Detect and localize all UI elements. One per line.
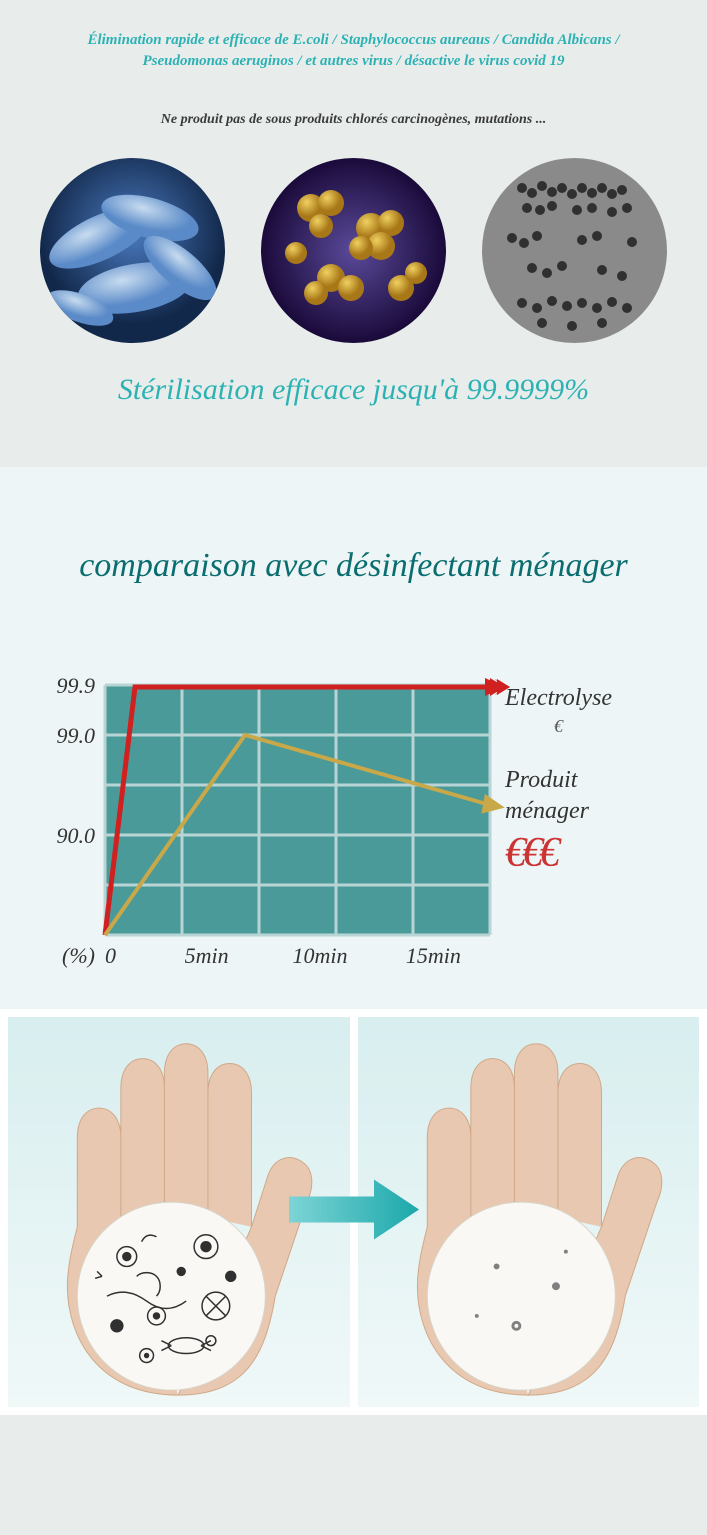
xlabel-5min: 5min xyxy=(150,943,263,969)
comparison-title: comparaison avec désinfectant ménager xyxy=(20,547,687,585)
ylabel-990: 99.0 xyxy=(57,723,96,749)
ylabel-999: 99.9 xyxy=(57,673,96,699)
transformation-arrow-icon xyxy=(284,1175,424,1250)
sterilization-section: Élimination rapide et efficace de E.coli… xyxy=(0,0,707,467)
legend-electrolyse: Electrolyse xyxy=(505,685,612,712)
chart-xaxis: (%) 0 5min 10min 15min xyxy=(20,943,687,969)
bacteria-circle-staph xyxy=(261,158,446,343)
xlabel-15min: 15min xyxy=(377,943,490,969)
bacteria-circle-candida xyxy=(482,158,667,343)
comparison-chart: 99.9 99.0 90.0 xyxy=(20,685,687,935)
chart-yaxis: 99.9 99.0 90.0 xyxy=(20,685,105,935)
comparison-section: comparaison avec désinfectant ménager 99… xyxy=(0,467,707,1009)
ylabel-900: 90.0 xyxy=(57,823,96,849)
bacteria-circle-ecoli xyxy=(40,158,225,343)
subheadline: Ne produit pas de sous produits chlorés … xyxy=(30,112,677,128)
xlabel-10min: 10min xyxy=(263,943,376,969)
hands-comparison xyxy=(0,1009,707,1415)
legend-electrolyse-cost: € xyxy=(505,716,612,737)
headline-line2: Pseudomonas aeruginos / et autres virus … xyxy=(142,53,564,69)
xlabel-zero: 0 xyxy=(105,943,150,969)
sterilization-claim: Stérilisation efficace jusqu'à 99.9999% xyxy=(30,373,677,407)
legend-household-1: Produit xyxy=(505,767,612,794)
chart-plot-area xyxy=(105,685,490,935)
bacteria-circles-row xyxy=(40,158,667,343)
legend-household-2: ménager xyxy=(505,798,612,825)
legend-household-cost: €€€ xyxy=(505,829,612,877)
headline-line1: Élimination rapide et efficace de E.coli… xyxy=(87,32,619,48)
ylabel-pct: (%) xyxy=(20,943,105,969)
headline: Élimination rapide et efficace de E.coli… xyxy=(30,30,677,72)
